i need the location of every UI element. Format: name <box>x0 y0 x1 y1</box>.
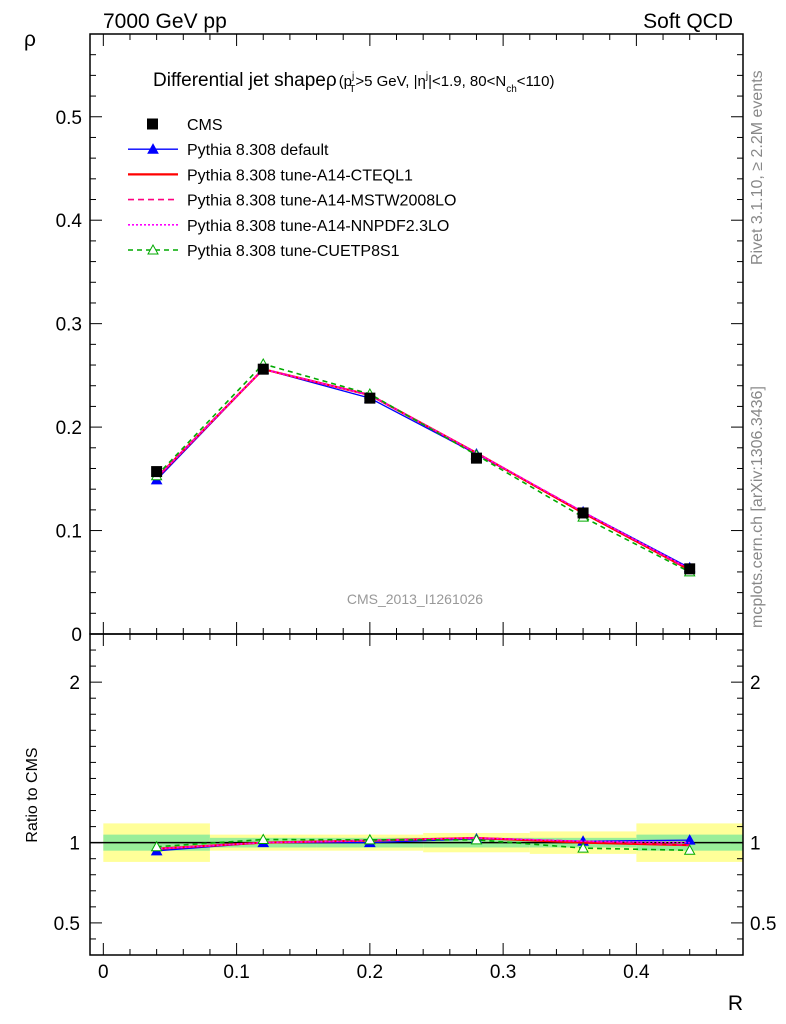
title-pt-sub: T <box>349 84 355 95</box>
x-tick-label: 0.4 <box>623 962 650 983</box>
ratio-marker-4 <box>577 842 589 853</box>
ratio-line-4 <box>156 838 690 852</box>
analysis-watermark: CMS_2013_I1261026 <box>347 591 483 607</box>
series-line-3 <box>156 368 691 570</box>
y-tick-label: 0.1 <box>56 522 82 543</box>
title-cut1: >5 GeV, |η <box>355 73 425 90</box>
header-left: 7000 GeV pp <box>103 10 227 33</box>
series-line-0 <box>156 368 690 569</box>
main-series-lines <box>150 357 696 577</box>
legend-marker-cms <box>147 118 158 130</box>
y-tick-label: 0.4 <box>56 211 83 232</box>
ratio-marker-4 <box>470 833 483 845</box>
header-right: Soft QCD <box>643 10 733 33</box>
mcplots-credit: mcplots.cern.ch [arXiv:1306.3436] <box>749 386 766 628</box>
legend-marker-0 <box>147 143 159 154</box>
title-cut3: <110) <box>517 73 555 90</box>
ratio-tick-label: 0.5 <box>54 914 80 935</box>
y-tick-label: 0.2 <box>56 418 82 439</box>
title-main: Differential jet shape <box>153 70 326 91</box>
cms-data-point <box>684 563 696 575</box>
ratio-tick-label: 2 <box>69 673 80 694</box>
rivet-info: Rivet 3.1.10, ≥ 2.2M events <box>749 70 766 265</box>
ratio-marker-4 <box>257 833 270 845</box>
legend-label-0: Pythia 8.308 default <box>187 142 329 159</box>
y-axis-label: ρ <box>24 28 36 51</box>
cms-data-point <box>257 363 269 375</box>
title-open: (p <box>339 73 352 90</box>
ratio-tick-label-right: 2 <box>750 673 761 694</box>
ratio-y-axis-label: Ratio to CMS <box>24 747 41 842</box>
x-axis-label: R <box>728 992 743 1015</box>
series-line-1 <box>155 367 691 571</box>
chart-title: Differential jet shapeρ (pj T>5 GeV, |ηj|<… <box>153 70 554 95</box>
cms-data-point <box>470 452 482 464</box>
cms-data-points <box>151 363 696 575</box>
ratio-marker-4 <box>364 833 376 845</box>
ratio-tick-label-right: 1 <box>750 834 761 855</box>
legend: CMS Pythia 8.308 default Pythia 8.308 tune… <box>128 117 456 260</box>
axis-ticks: 0 0.1 0.2 0.3 0.4 0 0.1 0.2 0.3 0.4 0.5 0.5 0.5 1 1 2 2 <box>54 33 776 983</box>
title-nch-sub: ch <box>506 84 517 95</box>
y-tick-label: 0.3 <box>56 315 82 336</box>
ratio-line-3 <box>156 837 690 850</box>
legend-label-3: Pythia 8.308 tune-A14-NNPDF2.3LO <box>187 218 449 235</box>
ratio-marker-4 <box>150 840 163 852</box>
cms-data-point <box>364 392 376 404</box>
legend-label-2: Pythia 8.308 tune-A14-MSTW2008LO <box>187 193 456 210</box>
legend-label-cms: CMS <box>187 117 223 134</box>
cms-data-point <box>151 466 163 478</box>
ratio-tick-label: 1 <box>69 834 80 855</box>
x-tick-label: 0 <box>98 962 109 983</box>
ratio-marker-4 <box>683 844 696 855</box>
legend-label-4: Pythia 8.308 tune-CUETP8S1 <box>187 243 400 260</box>
ratio-tick-label-right: 0.5 <box>750 914 776 935</box>
title-cut2: |<1.9, 80<N <box>428 73 506 90</box>
x-tick-label: 0.1 <box>223 962 249 983</box>
ratio-plot-frame <box>89 633 744 956</box>
y-tick-label: 0.5 <box>56 108 82 129</box>
cms-data-point <box>577 507 589 519</box>
y-tick-label: 0 <box>71 625 82 646</box>
x-tick-label: 0.2 <box>357 962 383 983</box>
series-line-2 <box>156 368 691 571</box>
legend-label-1: Pythia 8.308 tune-A14-CTEQL1 <box>187 167 413 184</box>
x-tick-label: 0.3 <box>490 962 516 983</box>
title-eta-sup: j <box>425 71 428 82</box>
legend-marker-4 <box>147 243 159 255</box>
ratio-series-lines <box>150 832 696 856</box>
series-line-4 <box>156 363 691 573</box>
title-pt-sup: j <box>351 71 354 82</box>
title-rho: ρ <box>326 70 337 91</box>
